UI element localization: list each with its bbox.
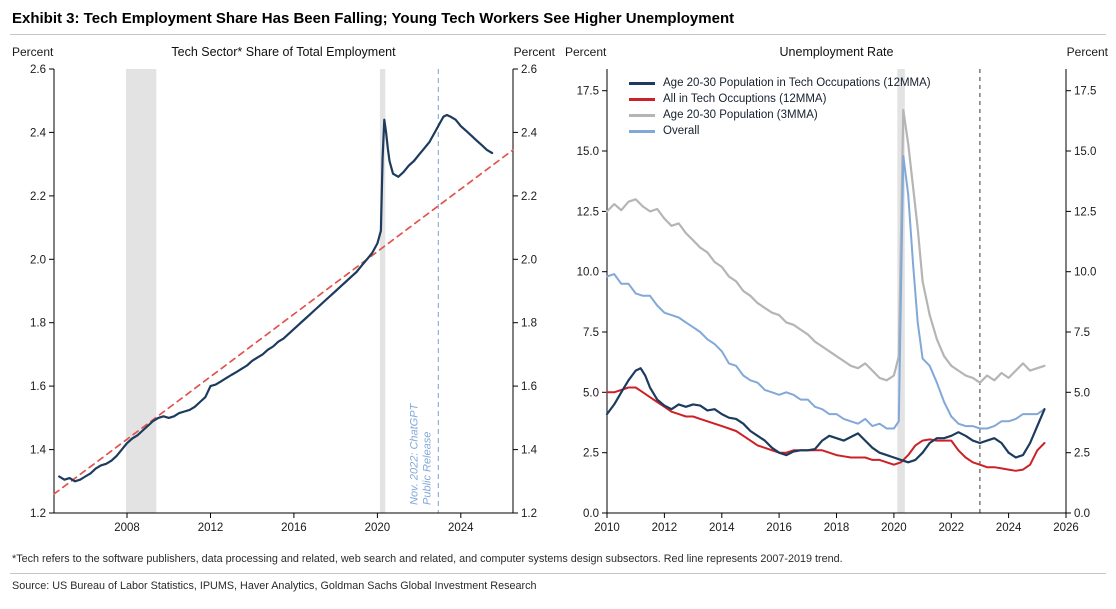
legend-label: Overall	[663, 125, 700, 137]
x-tick-label: 2024	[448, 522, 474, 534]
annotation-label: Nov. 2022: ChatGPTPublic Release	[408, 402, 433, 505]
series-line	[606, 154, 1046, 430]
y-tick-label: 15.0	[1074, 146, 1096, 158]
y-tick-label: 2.6	[521, 64, 537, 76]
series-line	[606, 386, 1046, 472]
y-tick-label: 2.2	[521, 191, 537, 203]
recession-band	[379, 69, 386, 513]
exhibit-title: Exhibit 3: Tech Employment Share Has Bee…	[12, 10, 735, 27]
legend-line-swatch	[629, 113, 655, 117]
unemployment-chart-title: Unemployment Rate	[779, 45, 894, 59]
source-text: Source: US Bureau of Labor Statistics, I…	[12, 580, 537, 592]
tech-share-chart-title: Tech Sector* Share of Total Employment	[171, 45, 396, 59]
source-row: Source: US Bureau of Labor Statistics, I…	[10, 574, 1106, 598]
left-axis-unit-label: Percent	[565, 45, 607, 59]
legend-line-swatch	[629, 97, 655, 101]
x-tick-label: 2008	[114, 522, 140, 534]
legend-item: Age 20-30 Population (3MMA)	[629, 109, 931, 121]
legend-line-swatch	[629, 129, 655, 133]
recession-band	[126, 69, 157, 513]
tech-share-chart: Percent Tech Sector* Share of Total Empl…	[10, 41, 557, 543]
tech-share-chart-header: Percent Tech Sector* Share of Total Empl…	[10, 43, 557, 63]
y-tick-label: 1.2	[30, 508, 46, 520]
y-tick-label: 1.4	[521, 445, 538, 457]
unemployment-plot: 0.0 0.0 2.5 2.5 5.0 5.0 7.5 7.5 10.0 10.0 12.5 12.5…	[577, 69, 1096, 534]
y-tick-label: 2.0	[521, 254, 537, 266]
left-axis-unit-label: Percent	[12, 45, 54, 59]
legend-line-swatch	[629, 81, 655, 85]
footnote-row: *Tech refers to the software publishers,…	[10, 549, 1106, 574]
y-tick-label: 1.8	[30, 318, 46, 330]
y-tick-label: 7.5	[1074, 327, 1090, 339]
y-tick-label: 2.5	[583, 448, 599, 460]
legend-item: Age 20-30 Population in Tech Occupations…	[629, 77, 931, 89]
x-tick-label: 2012	[198, 522, 224, 534]
y-tick-label: 12.5	[1074, 206, 1096, 218]
y-tick-label: 12.5	[577, 206, 599, 218]
x-tick-label: 2022	[939, 522, 965, 534]
x-tick-label: 2016	[281, 522, 307, 534]
y-tick-label: 15.0	[577, 146, 599, 158]
x-tick-label: 2010	[594, 522, 620, 534]
legend-label: All in Tech Occuptions (12MMA)	[663, 93, 827, 105]
x-tick-label: 2012	[652, 522, 678, 534]
y-tick-label: 2.4	[30, 127, 47, 139]
x-tick-label: 2018	[824, 522, 850, 534]
legend-item: Overall	[629, 125, 931, 137]
charts-row: Percent Tech Sector* Share of Total Empl…	[0, 35, 1116, 543]
tech-share-plot: Nov. 2022: ChatGPTPublic Release 1.2 1.2 1.…	[30, 64, 538, 534]
y-tick-label: 1.4	[30, 445, 47, 457]
y-tick-label: 0.0	[1074, 508, 1090, 520]
unemployment-legend: Age 20-30 Population in Tech Occupations…	[629, 77, 931, 137]
y-tick-label: 1.6	[521, 381, 537, 393]
y-tick-label: 2.6	[30, 64, 46, 76]
series-line	[53, 149, 514, 495]
x-tick-label: 2014	[709, 522, 735, 534]
x-tick-label: 2020	[881, 522, 907, 534]
y-tick-label: 10.0	[577, 267, 599, 279]
y-tick-label: 2.4	[521, 127, 538, 139]
legend-item: All in Tech Occuptions (12MMA)	[629, 93, 931, 105]
unemployment-chart-header: Percent Unemployment Rate Percent	[563, 43, 1110, 63]
y-tick-label: 10.0	[1074, 267, 1096, 279]
y-tick-label: 17.5	[577, 86, 599, 98]
y-tick-label: 5.0	[1074, 387, 1090, 399]
x-tick-label: 2016	[766, 522, 792, 534]
x-tick-label: 2024	[996, 522, 1022, 534]
right-axis-unit-label: Percent	[513, 45, 555, 59]
y-tick-label: 0.0	[583, 508, 599, 520]
series-line	[605, 367, 1046, 464]
y-tick-label: 2.5	[1074, 448, 1090, 460]
legend-label: Age 20-30 Population in Tech Occupations…	[663, 77, 931, 89]
y-tick-label: 2.0	[30, 254, 46, 266]
exhibit-titlebar: Exhibit 3: Tech Employment Share Has Bee…	[10, 0, 1106, 35]
y-tick-label: 2.2	[30, 191, 46, 203]
unemployment-chart: Percent Unemployment Rate Percent 0.0 0.0…	[563, 41, 1110, 543]
y-tick-label: 5.0	[583, 387, 599, 399]
y-tick-label: 1.8	[521, 318, 537, 330]
right-axis-unit-label: Percent	[1066, 45, 1108, 59]
x-tick-label: 2020	[365, 522, 391, 534]
y-tick-label: 7.5	[583, 327, 599, 339]
x-tick-label: 2026	[1053, 522, 1079, 534]
series-line	[605, 108, 1046, 384]
y-tick-label: 1.2	[521, 508, 537, 520]
y-tick-label: 1.6	[30, 381, 46, 393]
footnote-text: *Tech refers to the software publishers,…	[12, 553, 843, 565]
y-tick-label: 17.5	[1074, 86, 1096, 98]
series-line	[58, 113, 494, 483]
legend-label: Age 20-30 Population (3MMA)	[663, 109, 818, 121]
